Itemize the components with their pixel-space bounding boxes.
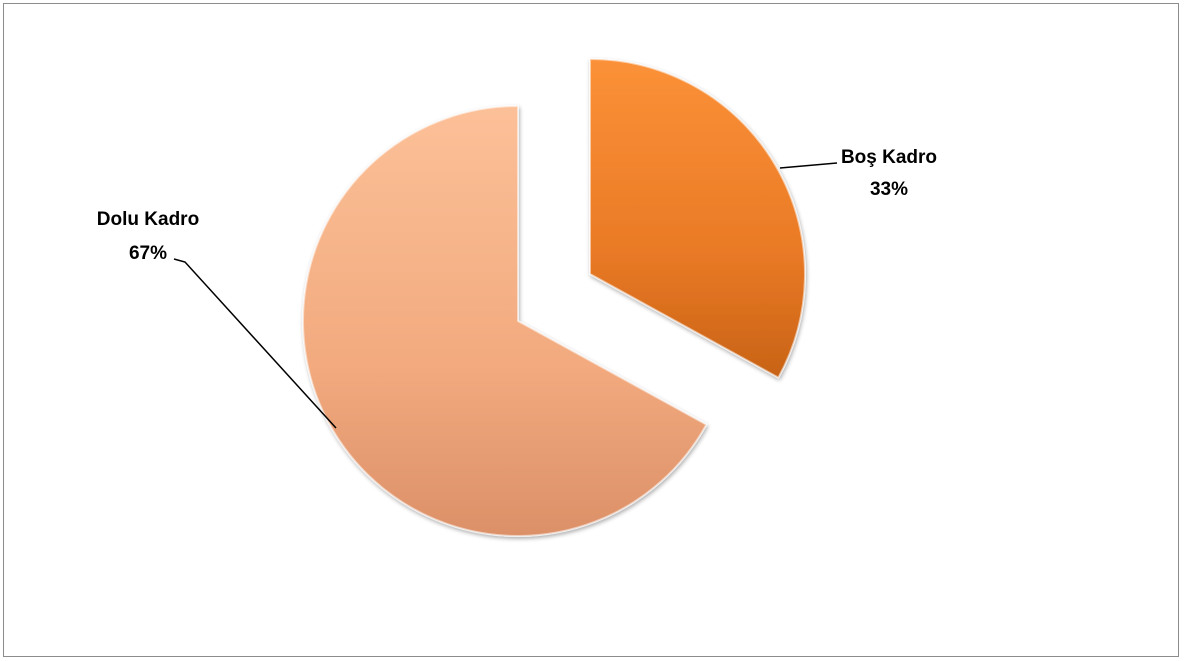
pie-slice-bo-kadro xyxy=(589,57,806,379)
slice-label-value: 33% xyxy=(870,179,908,200)
pie-slice-dolu-kadro xyxy=(302,104,708,537)
slice-label-value: 67% xyxy=(129,243,167,264)
leader-line-bo-kadro xyxy=(779,162,838,169)
slice-label-name: Boş Kadro xyxy=(841,147,937,168)
slice-label-name: Dolu Kadro xyxy=(97,209,199,230)
leader-line-dolu-kadro xyxy=(173,258,337,429)
